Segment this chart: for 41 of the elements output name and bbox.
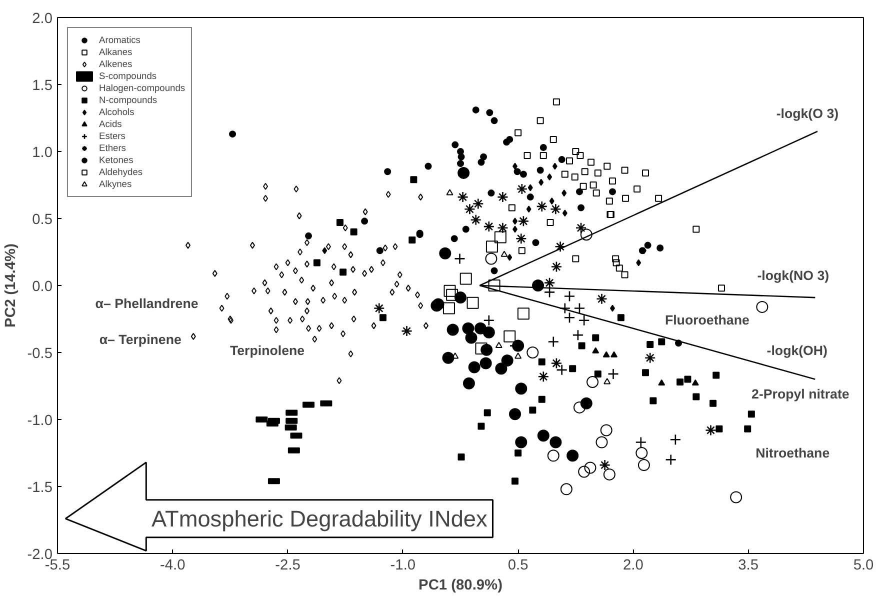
x-tick-label: 3.5 — [738, 558, 759, 574]
x-tick-label: -1.0 — [390, 558, 416, 574]
annotation: α– Phellandrene — [95, 296, 198, 311]
y-tick-label: 0.5 — [32, 212, 52, 228]
legend-label: Alkanes — [99, 46, 132, 58]
annotation: Nitroethane — [756, 445, 830, 460]
legend-label: Aldehydes — [99, 166, 143, 178]
legend-label: Acids — [99, 118, 122, 130]
annotation: Fluoroethane — [664, 312, 750, 328]
annotation: -logk(O 3) — [776, 106, 839, 121]
annotation: α– Terpinene — [99, 332, 182, 347]
x-axis-title: PC1 (80.9%) — [418, 578, 503, 594]
legend-label: N-compounds — [99, 94, 158, 106]
y-axis-title: PC2 (14.4%) — [3, 243, 20, 328]
x-tick-label: -2.5 — [275, 558, 300, 574]
y-tick-label: -1.5 — [27, 480, 53, 496]
y-tick-label: -0.5 — [27, 346, 53, 362]
y-tick-label: 1.5 — [32, 78, 52, 94]
y-tick-label: 1.0 — [32, 145, 52, 161]
legend-label: Aromatics — [99, 34, 140, 46]
annotation: 2-Propyl nitrate — [752, 386, 850, 402]
legend-label: Halogen-compounds — [99, 82, 186, 94]
x-tick-label: 0.5 — [508, 558, 528, 574]
y-tick-label: -1.0 — [27, 413, 53, 429]
annotation: -logk(OH) — [766, 342, 828, 358]
annotation: ATmospheric Degradability INdex — [152, 506, 488, 532]
annotation: -logk(NO 3) — [757, 268, 830, 284]
legend-label: Esters — [99, 130, 126, 142]
legend-label: Ketones — [99, 154, 134, 166]
legend-label: Alkynes — [99, 178, 132, 190]
x-tick-label: 5.0 — [853, 558, 874, 574]
legend-label: Ethers — [99, 142, 126, 154]
legend-label: Alcohols — [99, 106, 134, 118]
legend-label: Alkenes — [99, 58, 132, 70]
x-tick-label: -4.0 — [160, 558, 186, 574]
legend-label: S-compounds — [99, 70, 157, 82]
annotation: Terpinolene — [230, 343, 305, 358]
y-tick-label: 2.0 — [32, 11, 52, 27]
x-tick-label: 2.0 — [623, 558, 644, 574]
x-tick-label: -5.5 — [44, 558, 70, 574]
y-tick-label: 0.0 — [32, 279, 52, 295]
